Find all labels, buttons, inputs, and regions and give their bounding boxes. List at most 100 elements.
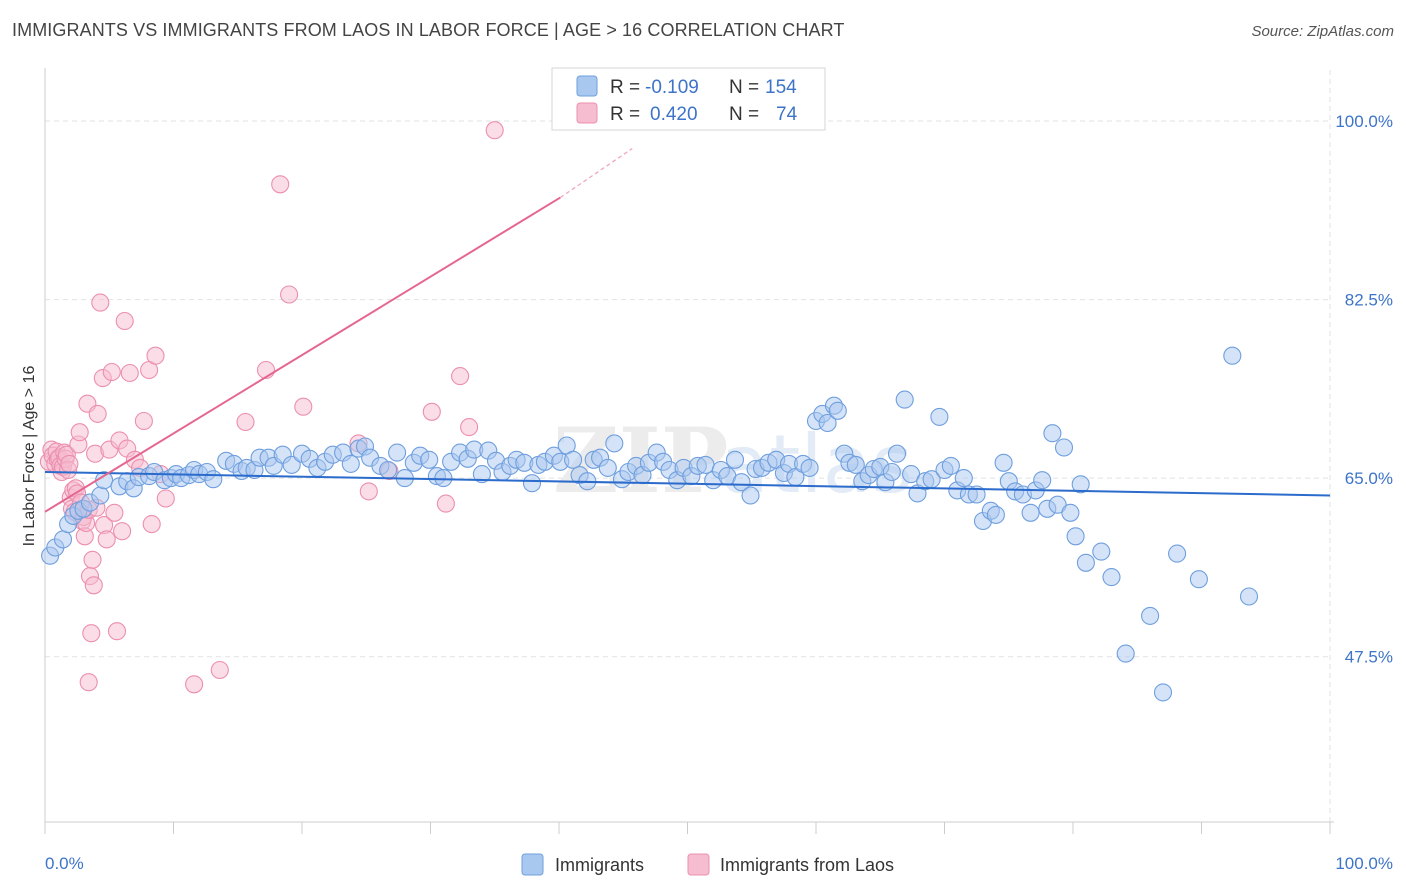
laos-point-52 [134,411,153,431]
y-axis-label: In Labor Force | Age > 16 [21,366,38,547]
immigrants-point-108 [818,413,837,433]
laos-point-68 [422,402,441,421]
immigrants-point-53 [434,469,453,488]
immigrants-point-96 [741,486,760,505]
immigrants-point-136 [994,453,1013,472]
trend-line-immigrants [44,471,1331,497]
immigrants-point-135 [986,505,1005,524]
immigrants-point-46 [379,460,398,480]
immigrants-point-149 [1071,475,1090,494]
immigrants-point-147 [1061,503,1080,522]
legend-swatch-laos [576,102,598,124]
laos-point-71 [460,418,479,437]
legend-n-label-2: N = [729,104,759,125]
immigrants-point-120 [887,444,907,463]
laos-point-49 [120,363,139,383]
laos-point-22 [70,423,89,442]
immigrants-point-94 [725,450,745,469]
laos-point-33 [84,576,103,595]
series-legend: Immigrants Immigrants from Laos [521,853,894,876]
immigrants-point-8 [91,486,110,505]
legend-r-label-2: R = [610,104,640,125]
immigrants-point-47 [388,443,407,462]
immigrants-point-24 [204,470,223,489]
immigrants-point-119 [882,462,901,482]
immigrants-point-153 [1116,644,1135,663]
immigrants-point-65 [522,474,542,493]
laos-point-62 [271,175,290,194]
laos-point-55 [146,346,165,365]
immigrants-point-2 [53,530,73,549]
laos-point-40 [97,530,116,549]
bottom-legend-label-immigrants: Immigrants [555,855,644,875]
bottom-legend-swatch-laos [687,853,710,876]
immigrants-point-90 [696,455,715,474]
laos-point-69 [436,494,455,513]
x-tick-label-0: 0.0% [45,854,84,873]
immigrants-point-159 [1239,587,1259,606]
immigrants-point-150 [1076,553,1095,572]
immigrants-point-146 [1054,438,1074,457]
immigrants-point-128 [941,456,960,475]
y-tick-label-3: 100.0% [1335,112,1393,131]
legend-swatch-immigrants [576,75,598,97]
immigrants-point-121 [895,390,914,409]
immigrants-point-71 [564,450,583,469]
laos-point-58 [185,675,204,694]
legend-n-value-1: 154 [765,77,797,98]
laos-point-32 [83,550,102,569]
laos-point-73 [79,673,98,692]
laos-point-57 [156,489,175,508]
immigrants-point-157 [1189,570,1208,589]
y-tick-label-2: 82.5% [1345,291,1393,310]
immigrants-point-51 [420,450,439,469]
immigrants-point-76 [598,458,617,477]
immigrants-point-140 [1021,503,1040,522]
immigrants-point-148 [1066,527,1085,546]
legend-r-value-1: -0.109 [645,77,699,98]
legend-r-label-1: R = [610,77,640,98]
series-immigrants-points [41,346,1259,702]
trend-line-laos [44,196,561,513]
immigrants-point-154 [1141,606,1160,625]
bottom-legend-label-laos: Immigrants from Laos [720,855,894,875]
laos-point-54 [142,515,161,534]
immigrants-point-158 [1223,346,1242,365]
laos-point-46 [113,522,132,541]
immigrants-point-34 [282,455,301,474]
laos-point-44 [107,622,127,641]
immigrants-point-95 [732,473,751,492]
immigrants-point-155 [1153,683,1173,702]
laos-point-36 [88,404,107,423]
immigrants-point-144 [1043,424,1062,443]
immigrants-point-132 [967,485,986,504]
source-note: Source: ZipAtlas.com [1251,23,1394,40]
immigrants-point-156 [1168,544,1187,563]
legend-r-value-2: 0.420 [650,104,698,125]
trend-lines [44,148,1331,513]
laos-point-43 [105,503,124,522]
bottom-legend-swatch-immigrants [521,853,544,876]
tick-labels: 47.5% 65.0% 82.5% 100.0% 0.0% 100.0% [45,112,1393,873]
correlation-legend: R = -0.109 N = 154 R = 0.420 N = 74 [551,67,826,131]
immigrants-point-126 [930,407,949,426]
laos-point-37 [91,293,110,312]
laos-point-60 [236,412,255,432]
immigrants-point-77 [605,434,624,453]
legend-n-label-1: N = [729,77,759,98]
laos-point-42 [102,362,121,382]
laos-point-70 [451,367,470,386]
laos-point-14 [60,454,79,473]
y-tick-label-0: 47.5% [1345,648,1393,667]
y-tick-label-1: 65.0% [1345,469,1393,488]
laos-point-47 [115,311,134,331]
immigrants-point-130 [954,469,973,488]
x-tick-label-1: 100.0% [1335,854,1393,873]
laos-point-72 [485,121,504,140]
laos-point-59 [210,660,229,680]
immigrants-point-152 [1102,568,1121,587]
laos-point-31 [82,624,101,643]
immigrants-point-145 [1048,495,1067,514]
laos-point-63 [280,285,299,304]
